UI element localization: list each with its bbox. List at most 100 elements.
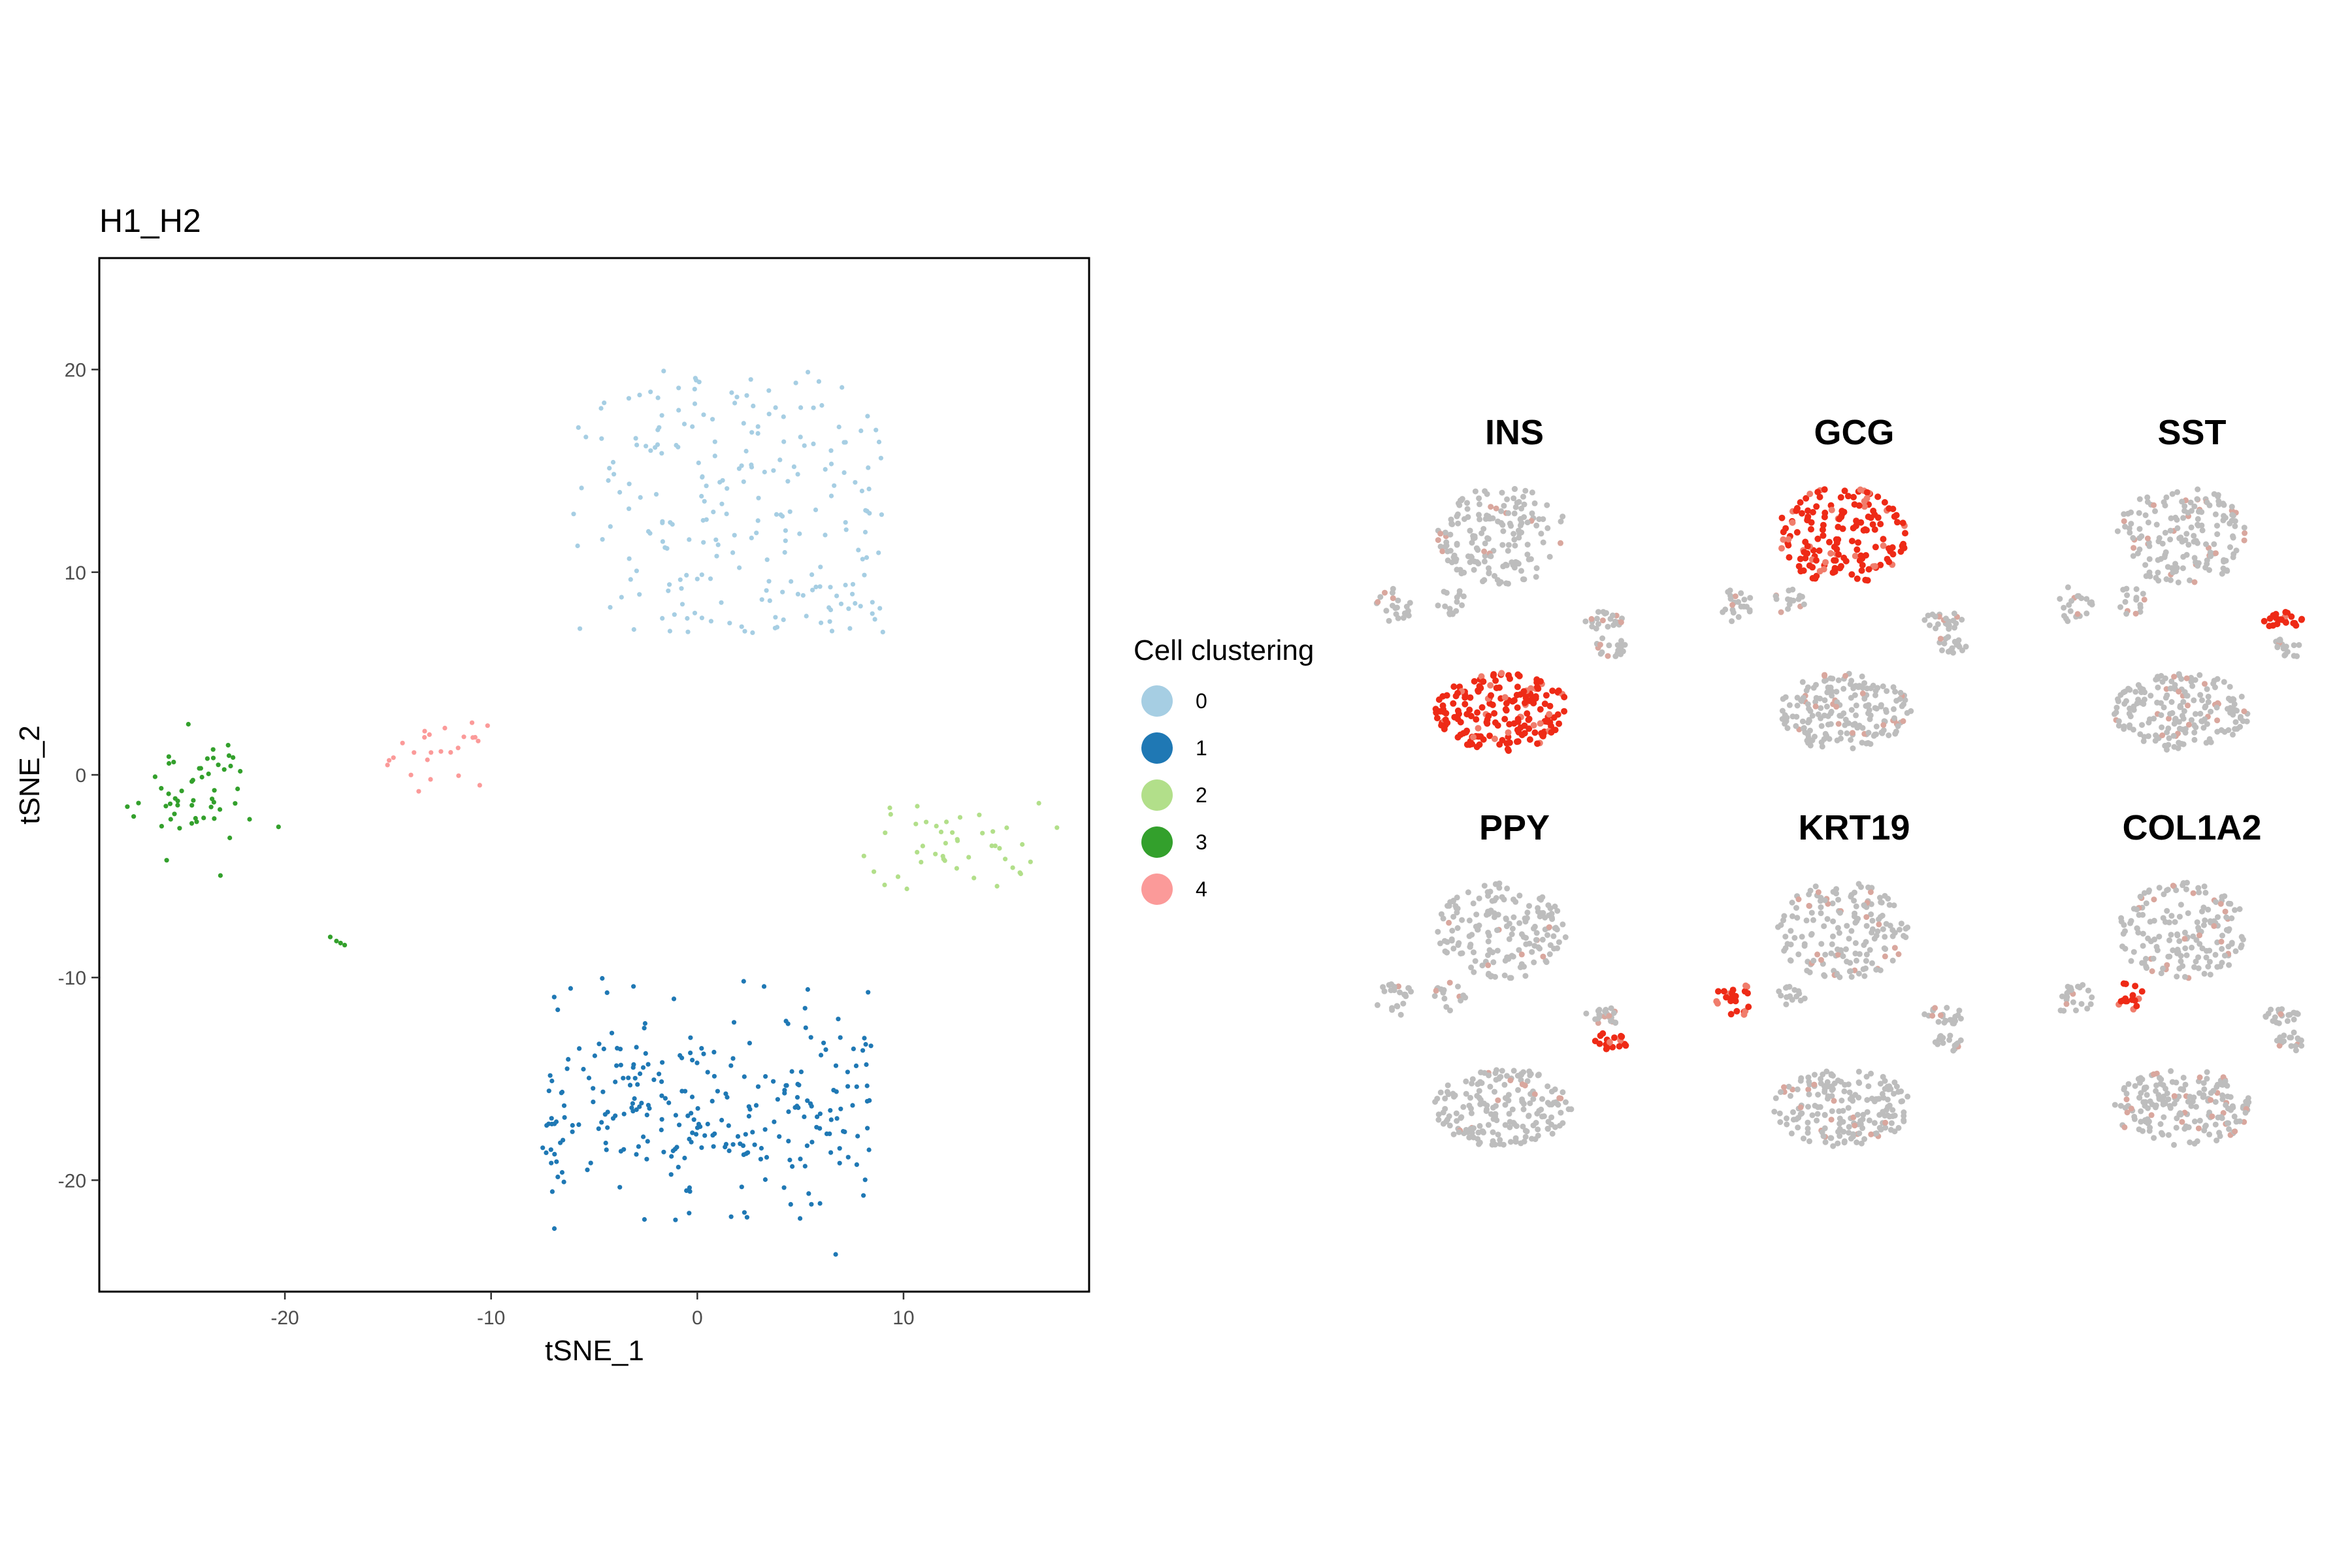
feature-point (1526, 1113, 1532, 1119)
feature-point (1831, 1098, 1837, 1104)
x-tick-label: 0 (692, 1307, 703, 1329)
scatter-point-cluster-3 (231, 755, 236, 760)
feature-point (1527, 1100, 1533, 1107)
scatter-point-cluster-0 (771, 468, 776, 473)
feature-panel-title: SST (2157, 413, 2226, 452)
scatter-point-cluster-0 (870, 611, 875, 616)
feature-point (1478, 530, 1485, 536)
feature-point (2225, 943, 2232, 950)
feature-point (2198, 522, 2205, 529)
feature-point (2202, 917, 2208, 924)
feature-point (1838, 563, 1844, 570)
feature-point (1791, 987, 1798, 993)
feature-point (2191, 736, 2198, 743)
feature-point (2183, 531, 2190, 537)
feature-point (1515, 1086, 1521, 1093)
feature-point (1851, 898, 1857, 904)
scatter-point-cluster-0 (712, 439, 717, 444)
feature-point (1797, 499, 1804, 506)
feature-point (2134, 550, 2141, 557)
feature-point (1901, 1113, 1907, 1119)
feature-point (1505, 542, 1512, 548)
feature-point (1465, 514, 1471, 520)
feature-point (1898, 1098, 1904, 1105)
feature-point (1828, 506, 1835, 514)
feature-point (1812, 703, 1819, 710)
feature-point (1827, 684, 1834, 691)
scatter-point-cluster-0 (579, 485, 584, 491)
feature-point (1871, 1098, 1878, 1105)
feature-point (1543, 692, 1550, 699)
feature-point (1520, 576, 1526, 583)
feature-point (2207, 918, 2213, 924)
feature-point (1937, 636, 1944, 642)
feature-point (1884, 1083, 1891, 1090)
legend-key-4 (1141, 874, 1173, 905)
feature-point (1473, 743, 1480, 751)
feature-point (2230, 706, 2237, 713)
scatter-point-cluster-0 (755, 424, 760, 429)
scatter-point-cluster-0 (736, 466, 742, 471)
feature-point (1790, 1109, 1796, 1115)
feature-point (2191, 532, 2197, 539)
scatter-point-cluster-1 (719, 1117, 725, 1123)
feature-point (1891, 1128, 1898, 1135)
feature-point (1880, 1073, 1886, 1080)
scatter-point-cluster-0 (725, 486, 730, 491)
feature-point (1467, 1126, 1474, 1132)
feature-point (2183, 886, 2189, 892)
feature-point (2213, 704, 2220, 711)
feature-point (1829, 941, 1835, 947)
feature-point (1516, 534, 1522, 541)
feature-point (1475, 926, 1480, 933)
feature-point (1497, 1073, 1504, 1080)
feature-point (2219, 1082, 2226, 1088)
feature-point (2272, 611, 2279, 617)
feature-point (1819, 526, 1826, 533)
scatter-point-cluster-1 (627, 1083, 633, 1088)
scatter-point-cluster-0 (602, 400, 607, 406)
feature-point (1884, 1112, 1891, 1119)
scatter-point-cluster-0 (806, 370, 811, 375)
feature-point (1539, 1096, 1545, 1102)
feature-point (1454, 598, 1460, 605)
feature-point (1825, 721, 1831, 728)
feature-point (1816, 547, 1823, 554)
scatter-point-cluster-0 (818, 564, 823, 570)
scatter-point-cluster-0 (660, 539, 666, 544)
feature-point (1833, 689, 1840, 695)
feature-point (1475, 725, 1482, 732)
feature-point (1534, 683, 1541, 691)
feature-point (1837, 729, 1844, 736)
feature-point (1533, 937, 1539, 943)
scatter-point-cluster-1 (794, 1103, 800, 1109)
feature-point (1869, 917, 1876, 924)
feature-point (1608, 1005, 1614, 1011)
feature-point (1785, 542, 1792, 549)
feature-point (1460, 1103, 1467, 1110)
scatter-point-cluster-1 (613, 1113, 618, 1119)
feature-point (2282, 651, 2289, 658)
feature-point (2161, 891, 2167, 898)
scatter-point-cluster-1 (688, 1051, 693, 1056)
feature-point (2221, 953, 2228, 959)
feature-point (2217, 963, 2224, 970)
feature-point (1501, 715, 1509, 723)
feature-point (1783, 1001, 1789, 1007)
feature-point (1955, 637, 1962, 644)
feature-point (1449, 928, 1456, 934)
feature-point (1392, 605, 1399, 612)
feature-point (1454, 594, 1460, 600)
feature-point (1784, 725, 1791, 731)
feature-point (1944, 622, 1951, 629)
feature-point (1504, 745, 1511, 753)
feature-point (1844, 493, 1852, 500)
feature-point (1835, 721, 1842, 727)
feature-point (1889, 933, 1896, 939)
feature-point (1877, 521, 1884, 528)
feature-point (2078, 1001, 2085, 1007)
scatter-point-cluster-1 (817, 1201, 823, 1206)
scatter-point-cluster-0 (696, 380, 702, 385)
scatter-point-cluster-1 (815, 1114, 820, 1119)
scatter-point-cluster-0 (701, 540, 706, 545)
